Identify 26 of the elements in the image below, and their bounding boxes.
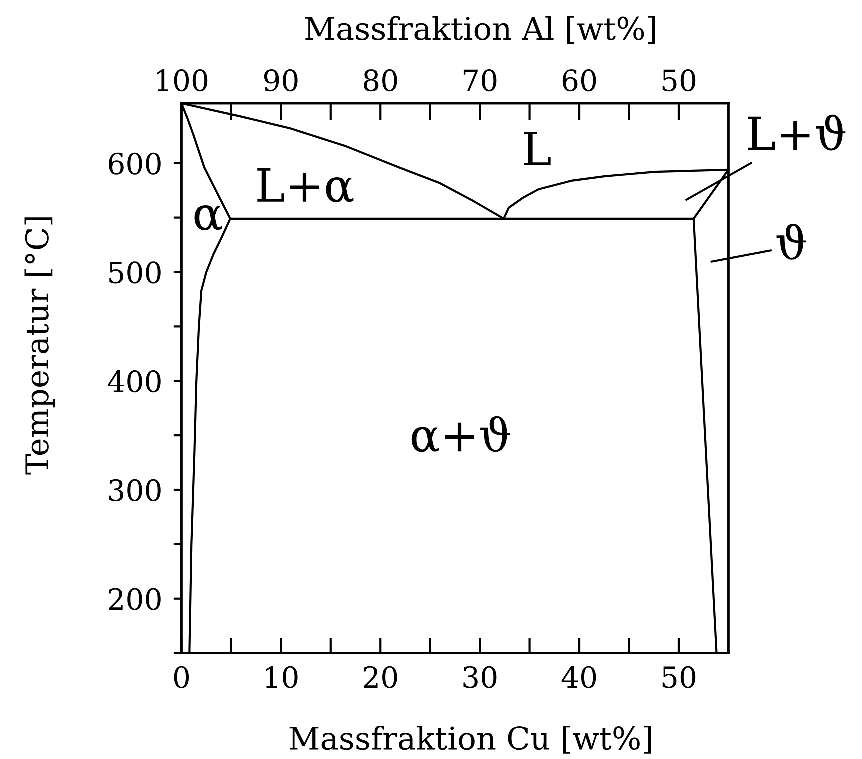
- annotation: L+α: [258, 168, 354, 202]
- x2-axis-title: Massfraktion Al [wt%]: [306, 16, 656, 44]
- x-tick-label: 10: [266, 666, 298, 688]
- x-tick-label: 40: [562, 666, 596, 688]
- x-tick-label: 30: [464, 666, 497, 688]
- x2-tick-label: 60: [562, 70, 596, 92]
- x-tick-label: 50: [662, 666, 696, 688]
- y-tick-label: 300: [109, 479, 161, 502]
- x-axis-title: Massfraktion Cu [wt%]: [290, 726, 652, 754]
- annotation: α: [194, 206, 222, 231]
- text: ϑ: [776, 224, 806, 260]
- y-tick-label: 600: [109, 152, 161, 175]
- x2-tick-label: 70: [464, 70, 497, 92]
- annotation: L: [524, 132, 551, 166]
- x2-tick-label: 80: [364, 70, 398, 92]
- x2-tick-label: 100: [157, 70, 208, 92]
- x-tick-label: 0: [174, 666, 190, 688]
- y-tick-label: 400: [108, 370, 161, 393]
- y-axis-title: Temperatur [°C]: [24, 218, 55, 475]
- x2-tick-label: 50: [662, 70, 696, 92]
- y-tick-label: 500: [110, 262, 161, 284]
- x-tick-label: 20: [364, 666, 398, 688]
- annotation: α+ϑ: [412, 416, 510, 452]
- x2-tick-label: 90: [264, 70, 298, 92]
- text: L+ϑ: [748, 114, 846, 151]
- y-tick-label: 200: [109, 588, 161, 610]
